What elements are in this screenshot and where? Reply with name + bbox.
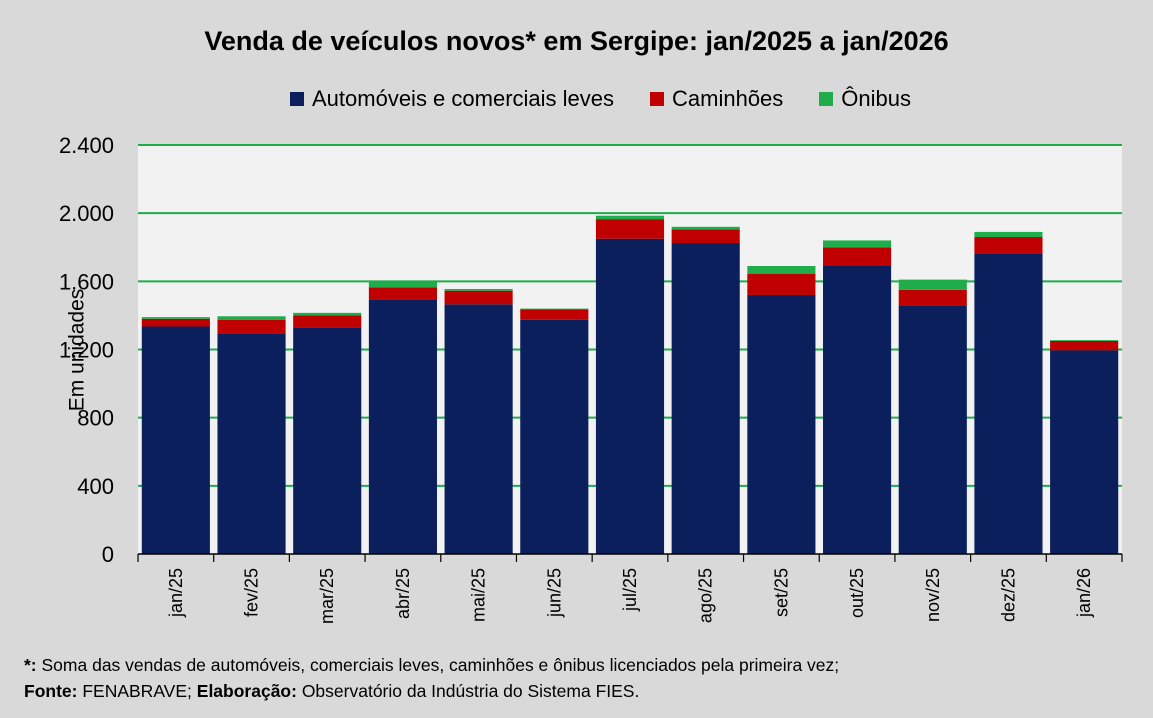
bar-segment-onibus: [747, 265, 816, 274]
y-tick-label: 2.400: [59, 133, 114, 158]
bar-segment-onibus: [974, 231, 1043, 238]
x-tick-label: nov/25: [923, 568, 943, 622]
footnote-source: Fonte: FENABRAVE; Elaboração: Observatór…: [24, 681, 639, 702]
x-tick-label: abr/25: [393, 568, 413, 619]
y-tick-label: 1.600: [59, 269, 114, 294]
bar-segment-automoveis: [141, 326, 210, 554]
bar-segment-automoveis: [671, 242, 740, 555]
bar-segment-caminhoes: [898, 289, 967, 306]
footnote-source-text: FENABRAVE;: [77, 681, 197, 701]
bar-segment-onibus: [1050, 340, 1119, 341]
bar-segment-automoveis: [217, 333, 286, 554]
bar-segment-onibus: [444, 289, 513, 291]
bar-segment-automoveis: [898, 305, 967, 554]
bar-segment-caminhoes: [823, 247, 892, 266]
footnote-definition: *: Soma das vendas de automóveis, comerc…: [24, 655, 839, 676]
bar-segment-automoveis: [595, 238, 665, 554]
x-tick-label: mai/25: [469, 568, 489, 622]
legend-label-caminhoes: Caminhões: [672, 86, 784, 111]
legend-label-automoveis: Automóveis e comerciais leves: [312, 86, 615, 111]
bar-segment-automoveis: [444, 304, 513, 554]
legend-swatch-onibus: [819, 92, 834, 106]
bar-segment-automoveis: [747, 294, 816, 554]
bar-segment-automoveis: [368, 299, 437, 554]
bar-segment-onibus: [368, 280, 437, 288]
bar-segment-caminhoes: [974, 237, 1043, 254]
x-tick-label: set/25: [771, 568, 791, 617]
legend-swatch-caminhoes: [650, 92, 665, 106]
x-tick-label: jan/25: [166, 568, 186, 618]
bar-segment-onibus: [141, 317, 210, 319]
bar-segment-onibus: [671, 226, 740, 230]
x-tick-label: dez/25: [998, 568, 1018, 622]
footnote-asterisk: *:: [24, 655, 37, 675]
bar-segment-onibus: [595, 215, 665, 220]
bar-segment-caminhoes: [747, 273, 816, 295]
y-tick-label: 0: [102, 542, 114, 567]
bar-segment-automoveis: [1050, 350, 1119, 554]
legend-label-onibus: Ônibus: [841, 86, 912, 111]
x-tick-label: jan/26: [1074, 568, 1094, 618]
bar-segment-caminhoes: [671, 229, 740, 243]
y-tick-label: 1.200: [59, 338, 114, 363]
bar-segment-onibus: [293, 312, 362, 316]
bar-segment-caminhoes: [141, 318, 210, 327]
x-tick-label: out/25: [847, 568, 867, 618]
bar-segment-caminhoes: [1050, 340, 1119, 351]
x-tick-label: ago/25: [696, 568, 716, 623]
bar-segment-caminhoes: [368, 287, 437, 300]
bar-segment-caminhoes: [444, 290, 513, 305]
legend-item-caminhoes: Caminhões: [650, 86, 783, 112]
chart-title: Venda de veículos novos* em Sergipe: jan…: [204, 26, 949, 56]
bar-segment-automoveis: [293, 327, 362, 554]
footnote-elaboration-text: Observatório da Indústria do Sistema FIE…: [296, 681, 640, 701]
legend-swatch-automoveis: [290, 92, 304, 106]
x-tick-label: mar/25: [317, 568, 337, 624]
x-tick-label: jul/25: [620, 568, 640, 612]
footnote-source-label: Fonte:: [24, 681, 78, 701]
y-tick-label: 2.000: [59, 201, 114, 226]
bar-segment-automoveis: [520, 319, 589, 554]
bar-segment-onibus: [217, 316, 286, 320]
bar-segment-onibus: [823, 240, 892, 248]
x-tick-label: jun/25: [544, 568, 564, 618]
chart-legend: Automóveis e comerciais leves Caminhões …: [290, 86, 947, 112]
bar-segment-onibus: [520, 308, 589, 310]
bar-segment-caminhoes: [595, 219, 665, 239]
y-tick-label: 800: [77, 406, 114, 431]
footnote-elaboration-label: Elaboração:: [196, 681, 297, 701]
y-tick-label: 400: [77, 474, 114, 499]
legend-item-automoveis: Automóveis e comerciais leves: [290, 86, 614, 112]
legend-item-onibus: Ônibus: [819, 86, 911, 112]
x-tick-label: fev/25: [242, 568, 262, 617]
bar-segment-caminhoes: [293, 315, 362, 328]
y-axis-label: Em unidades: [65, 288, 89, 412]
bar-segment-onibus: [898, 279, 967, 290]
bar-segment-caminhoes: [520, 309, 589, 320]
bar-segment-automoveis: [974, 253, 1043, 554]
bar-segment-automoveis: [823, 265, 892, 554]
footnote-definition-text: Soma das vendas de automóveis, comerciai…: [36, 655, 840, 675]
bar-segment-caminhoes: [217, 319, 286, 334]
